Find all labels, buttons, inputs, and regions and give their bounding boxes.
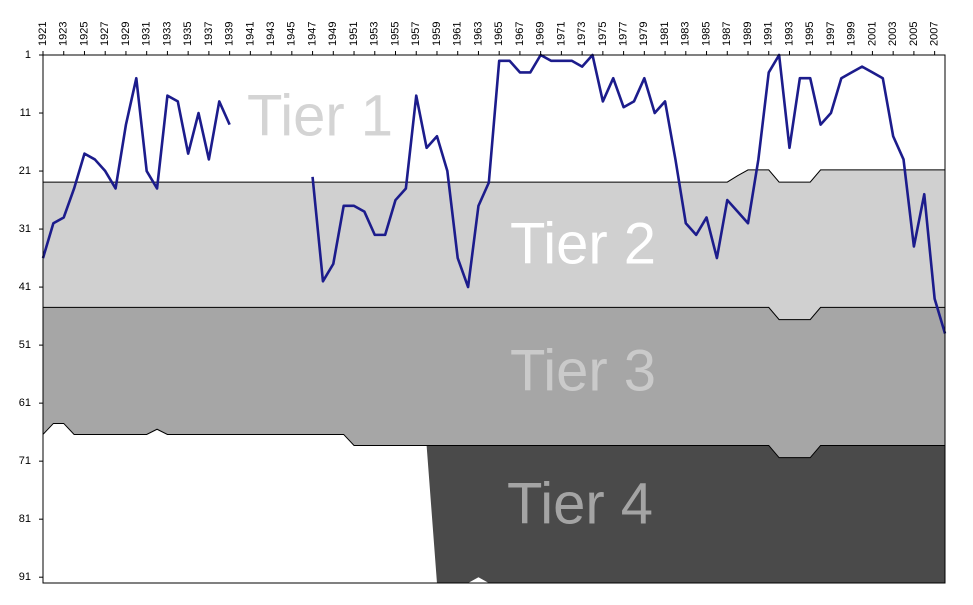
x-tick-label: 1921 — [37, 22, 49, 46]
y-tick-label: 21 — [19, 165, 31, 177]
x-tick-label: 1949 — [327, 22, 339, 46]
x-tick-label: 1933 — [161, 22, 173, 46]
x-tick-label: 1983 — [680, 22, 692, 46]
y-tick-label: 41 — [19, 281, 31, 293]
x-tick-label: 1955 — [389, 22, 401, 46]
x-tick-label: 1985 — [700, 22, 712, 46]
x-tick-label: 1959 — [431, 22, 443, 46]
band-labels: Tier 1 Tier 2 Tier 3 Tier 4 — [247, 83, 656, 536]
x-tick-label: 1981 — [659, 22, 671, 46]
y-tick-label: 31 — [19, 223, 31, 235]
x-tick-label: 1937 — [203, 22, 215, 46]
tier-boundary — [42, 422, 945, 459]
x-tick-label: 1975 — [597, 22, 609, 46]
x-tick-label: 1977 — [618, 22, 630, 46]
plot-frame — [42, 54, 946, 584]
band-label: Tier 2 — [510, 211, 656, 276]
y-tick-label: 91 — [19, 571, 31, 583]
x-tick-label: 1925 — [78, 22, 90, 46]
x-tick-label: 2003 — [887, 22, 899, 46]
x-tick-label: 1929 — [120, 22, 132, 46]
x-tick-label: 1997 — [825, 22, 837, 46]
x-tick-label: 1999 — [846, 22, 858, 46]
x-tick-label: 1979 — [638, 22, 650, 46]
x-tick-label: 1965 — [493, 22, 505, 46]
x-tick-label: 1967 — [514, 22, 526, 46]
x-tick-label: 2007 — [929, 22, 941, 46]
x-tick-label: 2001 — [866, 22, 878, 46]
x-tick-label: 1995 — [804, 22, 816, 46]
x-tick-label: 1971 — [555, 22, 567, 46]
tier-boundary — [43, 169, 945, 183]
x-tick-label: 1973 — [576, 22, 588, 46]
x-tick-label: 1969 — [535, 22, 547, 46]
y-tick-label: 11 — [20, 107, 31, 119]
y-tick-label: 1 — [25, 49, 31, 61]
y-tick-label: 81 — [19, 513, 31, 525]
y-tick-label: 51 — [19, 339, 31, 351]
x-tick-label: 1941 — [244, 22, 256, 46]
boundaries — [42, 169, 945, 459]
x-tick-label: 1939 — [224, 22, 236, 46]
x-tick-label: 1951 — [348, 22, 360, 46]
x-tick-label: 1923 — [58, 22, 70, 46]
tier-band — [43, 169, 945, 320]
tier-band — [426, 445, 945, 583]
x-tick-label: 1987 — [721, 22, 733, 46]
x-tick-label: 1943 — [265, 22, 277, 46]
position-line — [41, 53, 947, 334]
x-tick-label: 1957 — [410, 22, 422, 46]
x-tick-label: 2005 — [908, 22, 920, 46]
x-tick-label: 1931 — [141, 22, 153, 46]
x-tick-label: 1935 — [182, 22, 194, 46]
x-tick-label: 1953 — [369, 22, 381, 46]
x-tick-label: 1945 — [286, 22, 298, 46]
x-tick-label: 1989 — [742, 22, 754, 46]
band-label: Tier 3 — [510, 338, 656, 403]
x-tick-label: 1991 — [763, 22, 775, 46]
x-tick-label: 1961 — [452, 22, 464, 46]
x-tick-label: 1963 — [472, 22, 484, 46]
x-tick-label: 1993 — [783, 22, 795, 46]
x-tick-label: 1947 — [306, 22, 318, 46]
band-label: Tier 1 — [247, 83, 393, 148]
band-label: Tier 4 — [507, 471, 653, 536]
y-tick-label: 61 — [19, 397, 31, 409]
tier-boundary — [43, 306, 945, 321]
x-tick-label: 1927 — [99, 22, 111, 46]
bands — [43, 55, 945, 583]
series — [41, 53, 947, 334]
tier-band — [43, 307, 945, 458]
y-tick-label: 71 — [19, 455, 31, 467]
